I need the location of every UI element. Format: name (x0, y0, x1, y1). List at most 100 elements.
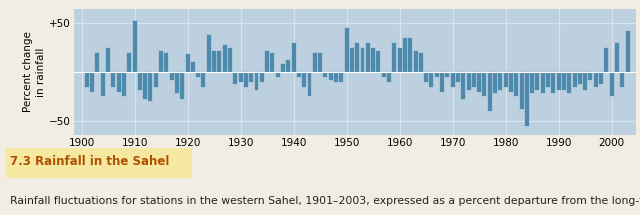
Bar (520, 72, 524, 109)
Bar (265, 51, 269, 72)
Bar (281, 64, 285, 72)
Bar (440, 72, 444, 92)
Bar (186, 54, 189, 72)
Bar (376, 51, 380, 72)
Bar (397, 48, 402, 72)
Bar (202, 72, 205, 87)
Bar (583, 72, 587, 90)
Bar (594, 72, 598, 87)
Bar (106, 48, 110, 72)
Bar (615, 43, 619, 72)
Y-axis label: Percent change
in rainfall: Percent change in rainfall (23, 32, 46, 112)
Bar (413, 51, 417, 72)
Bar (127, 52, 131, 72)
Bar (228, 48, 232, 72)
Bar (488, 72, 492, 111)
Bar (435, 72, 438, 77)
Bar (387, 72, 391, 82)
Bar (218, 51, 221, 72)
Bar (424, 72, 428, 82)
Bar (207, 35, 211, 72)
Bar (159, 51, 163, 72)
Bar (381, 72, 386, 77)
Bar (223, 45, 227, 72)
Bar (170, 72, 173, 80)
Bar (483, 72, 486, 96)
Bar (371, 48, 375, 72)
Bar (493, 72, 497, 94)
Bar (515, 72, 518, 96)
Bar (604, 48, 609, 72)
Bar (467, 72, 470, 90)
Bar (249, 72, 253, 82)
Bar (557, 72, 561, 90)
Bar (456, 72, 460, 82)
FancyBboxPatch shape (6, 148, 192, 178)
Text: 7.3 Rainfall in the Sahel: 7.3 Rainfall in the Sahel (10, 155, 169, 167)
Bar (552, 72, 556, 94)
Bar (610, 72, 614, 96)
Bar (546, 72, 550, 87)
Bar (366, 43, 370, 72)
Bar (111, 72, 115, 87)
Bar (344, 28, 349, 72)
Bar (196, 72, 200, 77)
Bar (392, 43, 396, 72)
Bar (271, 52, 275, 72)
Bar (573, 72, 577, 87)
Bar (536, 72, 540, 90)
Bar (154, 72, 157, 87)
Bar (541, 72, 545, 94)
Bar (307, 72, 312, 96)
Bar (625, 31, 630, 72)
Bar (419, 52, 423, 72)
Bar (276, 72, 280, 77)
Bar (239, 72, 243, 82)
Bar (302, 72, 306, 87)
Bar (90, 72, 94, 92)
Bar (191, 62, 195, 72)
Bar (244, 72, 248, 87)
Bar (132, 21, 136, 72)
Bar (329, 72, 333, 80)
Bar (180, 72, 184, 99)
Bar (297, 72, 301, 77)
Bar (313, 52, 317, 72)
Bar (95, 52, 99, 72)
Bar (355, 43, 359, 72)
Bar (234, 72, 237, 84)
Bar (567, 72, 572, 94)
Bar (116, 72, 121, 92)
Bar (164, 52, 168, 72)
Bar (472, 72, 476, 87)
Bar (318, 52, 322, 72)
Bar (408, 38, 412, 72)
Bar (509, 72, 513, 92)
Bar (360, 48, 365, 72)
Bar (260, 72, 264, 82)
Bar (588, 72, 593, 80)
Bar (451, 72, 454, 87)
Bar (403, 38, 407, 72)
Bar (499, 72, 502, 90)
Bar (148, 72, 152, 101)
Bar (138, 72, 142, 90)
Bar (599, 72, 603, 84)
Bar (339, 72, 343, 82)
Bar (477, 72, 481, 92)
Bar (100, 72, 105, 96)
Bar (85, 72, 89, 87)
Bar (255, 72, 259, 90)
Bar (578, 72, 582, 84)
Bar (620, 72, 624, 87)
Bar (504, 72, 508, 87)
Bar (562, 72, 566, 90)
Bar (461, 72, 465, 99)
Bar (334, 72, 338, 82)
Text: Rainfall fluctuations for stations in the western Sahel, 1901–2003, expressed as: Rainfall fluctuations for stations in th… (10, 196, 640, 206)
Bar (292, 43, 296, 72)
Bar (175, 72, 179, 94)
Bar (445, 72, 449, 77)
Bar (350, 48, 354, 72)
Bar (143, 72, 147, 99)
